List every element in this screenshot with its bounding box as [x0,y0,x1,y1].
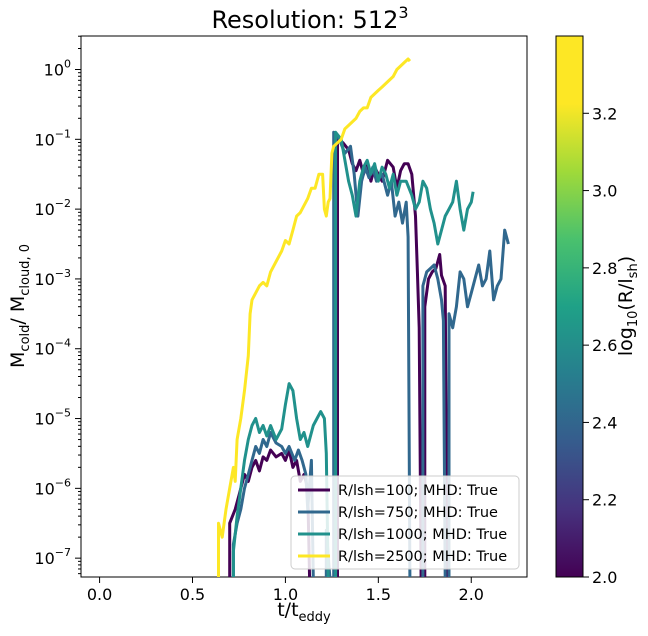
legend-label-1: R/lsh=750; MHD: True [338,505,498,521]
x-axis: 0.0 0.5 1.0 1.5 2.0 [87,577,484,604]
legend-label-3: R/lsh=2500; MHD: True [338,549,507,565]
y-tick-label: 10−7 [34,546,71,568]
y-tick-label: 10−5 [34,407,71,429]
colorbar-tick-label: 2.8 [592,259,617,278]
x-tick-label: 1.0 [273,585,298,604]
colorbar-ticks: 2.0 2.2 2.4 2.6 2.8 3.0 3.2 [583,104,617,587]
x-tick-label: 0.5 [180,585,205,604]
y-axis: 100 10−1 10−2 10−3 10−4 10−5 10−6 10−7 [34,35,81,575]
y-tick-label: 10−6 [34,476,71,498]
colorbar-label: log10(R/lsh) [615,256,641,356]
colorbar-tick-label: 2.0 [592,568,617,587]
y-tick-label: 10−1 [34,127,71,149]
y-tick-label: 10−4 [34,337,71,359]
colorbar-tick-label: 3.0 [592,182,617,201]
y-axis-label: Mcold/ Mcloud, 0 [7,244,33,368]
x-tick-label: 1.5 [366,585,391,604]
y-tick-label: 10−3 [34,267,71,289]
colorbar-tick-label: 3.2 [592,104,617,123]
chart-title: Resolution: 5123 [211,3,408,34]
series-line-2 [231,130,475,577]
colorbar-tick-label: 2.2 [592,491,617,510]
legend-label-2: R/lsh=1000; MHD: True [338,527,507,543]
legend: R/lsh=100; MHD: True R/lsh=750; MHD: True… [290,475,520,570]
y-tick-label: 10−2 [34,197,71,219]
x-axis-label: t/teddy [277,599,331,625]
series-line-3 [217,57,412,577]
y-tick-label: 100 [44,58,71,80]
colorbar-tick-label: 2.6 [592,336,617,355]
colorbar-tick-label: 2.4 [592,413,617,432]
x-tick-label: 0.0 [87,585,112,604]
legend-label-0: R/lsh=100; MHD: True [338,483,498,499]
colorbar [555,35,584,578]
x-tick-label: 2.0 [459,585,484,604]
